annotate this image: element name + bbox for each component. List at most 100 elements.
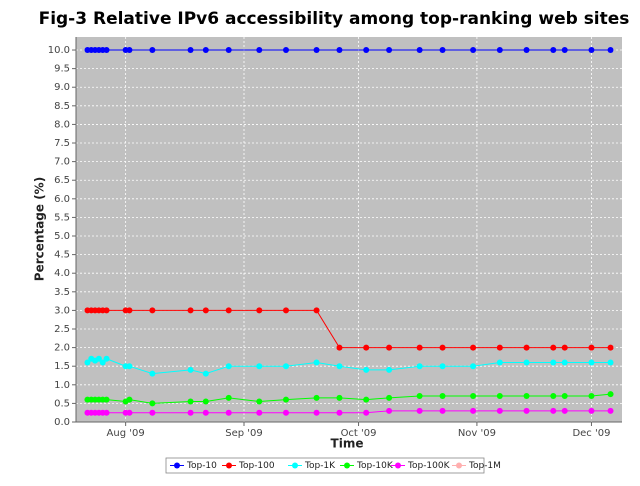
data-point [523, 344, 530, 351]
data-point [283, 363, 289, 370]
data-point [313, 307, 320, 314]
x-tick-label: Nov '09 [458, 428, 496, 439]
legend-swatch [456, 462, 462, 469]
data-point [187, 398, 194, 405]
data-point [149, 47, 156, 54]
legend-box [165, 457, 485, 474]
data-point [470, 392, 477, 399]
data-point [256, 47, 263, 54]
x-tick-label: Sep '09 [225, 428, 263, 439]
data-point [283, 409, 289, 416]
data-point [588, 344, 595, 351]
x-tick-label: Oct '09 [341, 428, 377, 439]
legend-swatch [344, 462, 350, 469]
data-point [416, 392, 423, 399]
data-point [336, 394, 343, 401]
data-point [95, 355, 102, 362]
data-point [607, 359, 614, 366]
y-tick-label: 6.0 [54, 194, 70, 205]
data-point [126, 363, 133, 370]
data-point [607, 391, 614, 398]
legend-swatch [395, 462, 401, 469]
legend-swatch [292, 462, 298, 469]
data-point [225, 307, 232, 314]
legend-swatch [174, 462, 180, 469]
data-point [363, 344, 370, 351]
data-point [496, 344, 503, 351]
data-point [187, 307, 194, 314]
data-point [550, 47, 557, 54]
data-point [202, 47, 209, 54]
y-tick-label: 8.5 [54, 101, 70, 112]
data-point [588, 392, 595, 399]
y-tick-label: 3.0 [54, 305, 70, 316]
data-point [363, 366, 370, 373]
data-point [313, 409, 320, 416]
data-point [439, 344, 446, 351]
data-point [588, 47, 595, 54]
data-point [126, 307, 133, 314]
data-point [588, 407, 595, 414]
legend-label: Top-100 [238, 461, 275, 471]
y-tick-label: 7.5 [54, 138, 70, 149]
data-point [202, 370, 209, 377]
data-point [470, 344, 477, 351]
data-point [256, 398, 263, 405]
data-point [416, 47, 423, 54]
data-point [126, 409, 133, 416]
data-point [336, 363, 343, 370]
data-point [363, 396, 370, 403]
y-tick-label: 10.0 [48, 45, 70, 56]
y-tick-label: 5.0 [54, 231, 70, 242]
chart-title: Fig-3 Relative IPv6 accessibility among … [39, 9, 630, 29]
data-point [386, 344, 393, 351]
data-point [386, 394, 393, 401]
data-point [386, 47, 393, 54]
data-point [550, 359, 557, 366]
data-point [550, 344, 557, 351]
data-point [439, 363, 446, 370]
data-point [103, 396, 110, 403]
data-point [496, 359, 503, 366]
data-point [103, 409, 110, 416]
data-point [225, 47, 232, 54]
data-point [187, 409, 194, 416]
y-tick-label: 3.5 [54, 287, 70, 298]
y-tick-label: 4.5 [54, 250, 70, 261]
legend-label: Top-10 [186, 461, 217, 471]
y-tick-label: 1.5 [54, 361, 70, 372]
y-axis-label: Percentage (%) [33, 177, 47, 281]
x-tick-label: Dec '09 [572, 428, 610, 439]
data-point [149, 400, 156, 407]
data-point [103, 47, 110, 54]
y-tick-label: 0.0 [54, 417, 70, 428]
data-point [386, 366, 393, 373]
data-point [607, 407, 614, 414]
data-point [470, 407, 477, 414]
data-point [149, 409, 156, 416]
data-point [416, 363, 423, 370]
y-tick-label: 5.5 [54, 212, 70, 223]
data-point [225, 394, 232, 401]
y-tick-label: 0.5 [54, 398, 70, 409]
data-point [225, 409, 232, 416]
data-point [496, 47, 503, 54]
data-point [439, 392, 446, 399]
data-point [126, 396, 133, 403]
data-point [336, 47, 343, 54]
data-point [187, 47, 194, 54]
data-point [336, 409, 343, 416]
x-tick-label: Aug '09 [107, 428, 145, 439]
data-point [256, 363, 263, 370]
data-point [202, 409, 209, 416]
data-point [607, 47, 614, 54]
data-point [313, 47, 320, 54]
data-point [496, 407, 503, 414]
data-point [386, 407, 393, 414]
data-point [313, 359, 320, 366]
data-point [283, 47, 289, 54]
data-point [225, 363, 232, 370]
data-point [607, 344, 614, 351]
data-point [149, 370, 156, 377]
